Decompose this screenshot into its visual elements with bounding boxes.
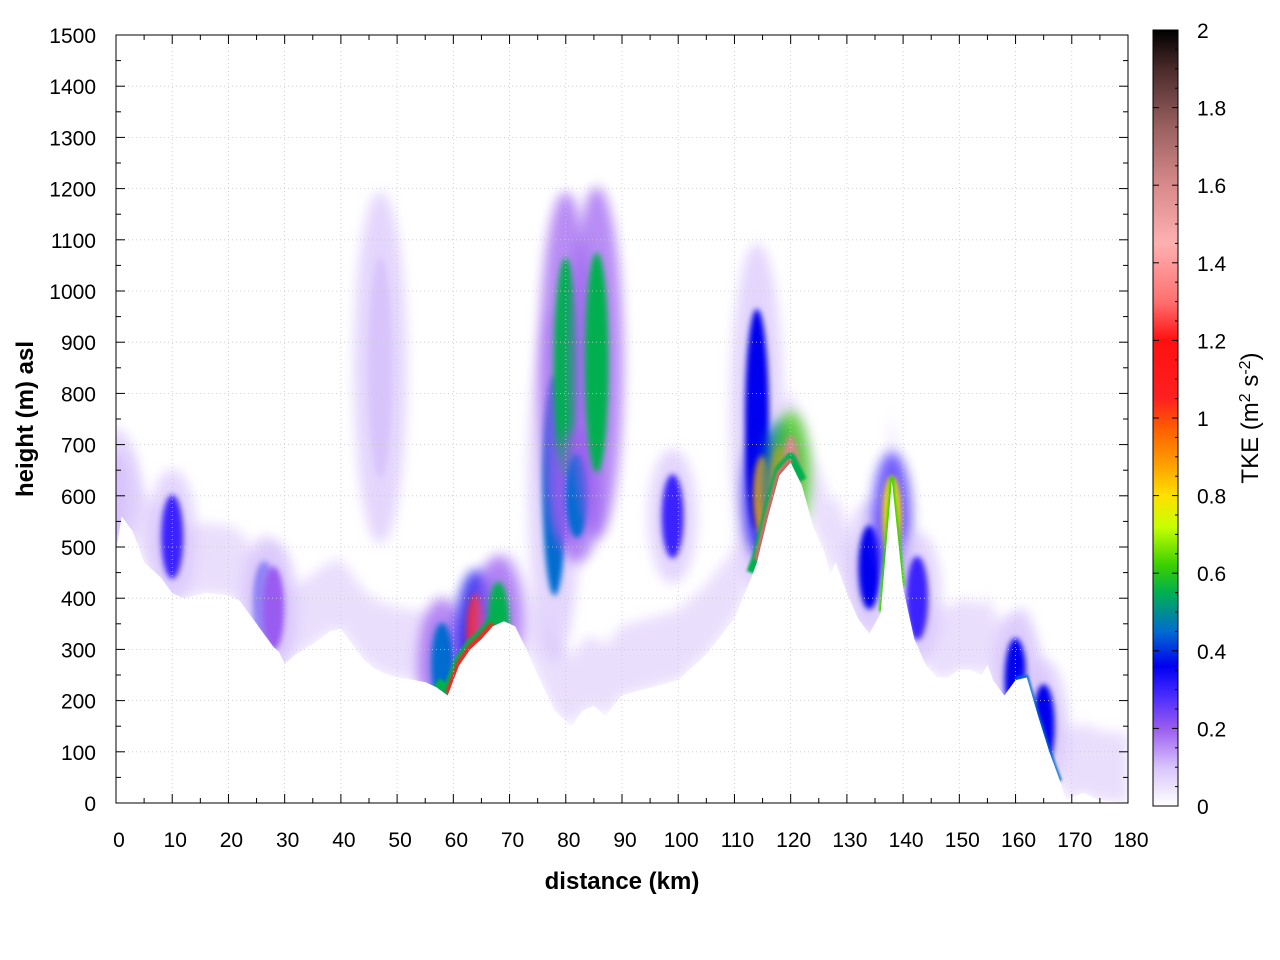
y-tick-label: 800 <box>61 383 96 406</box>
y-tick-label: 500 <box>61 537 96 560</box>
colorbar-ticks: 0 0.2 0.4 0.6 0.8 1 1.2 1.4 1.6 1.8 2 <box>1153 20 1227 819</box>
x-tick-label: 10 <box>164 829 187 852</box>
x-tick-label: 90 <box>613 829 636 852</box>
x-tick-label: 50 <box>388 829 411 852</box>
x-tick-label: 120 <box>776 829 811 852</box>
x-axis-title: distance (km) <box>545 868 700 895</box>
colorbar-tick-label: 0.2 <box>1197 718 1226 741</box>
tke-streak-60km-core <box>445 622 495 694</box>
x-tick-label: 20 <box>220 829 243 852</box>
colorbar-tick-label: 0.4 <box>1197 641 1227 664</box>
tke-feature <box>368 257 393 478</box>
y-tick-label: 200 <box>61 691 96 714</box>
y-tick-label: 1100 <box>51 230 96 253</box>
x-tick-label: 130 <box>832 829 867 852</box>
x-tick-label: 70 <box>501 829 524 852</box>
tke-streak-165km <box>1015 674 1062 782</box>
y-tick-label: 1300 <box>49 127 96 150</box>
x-axis: 0 10 20 30 40 50 60 70 80 90 100 110 120 130 140 150 160… <box>113 35 1149 852</box>
tke-feature <box>584 252 609 473</box>
colorbar: 0 0.2 0.4 0.6 0.8 1 1.2 1.4 1.6 1.8 2 TKE (m2 s-2) <box>1152 20 1265 819</box>
tke-field <box>116 186 1128 803</box>
y-axis-title: height (m) asl <box>12 341 39 497</box>
x-tick-label: 110 <box>721 829 754 852</box>
colorbar-tick-label: 1.8 <box>1197 98 1226 121</box>
y-tick-label: 1000 <box>49 281 96 304</box>
colorbar-tick-label: 1 <box>1197 408 1209 431</box>
x-tick-label: 0 <box>113 829 125 852</box>
x-tick-label: 170 <box>1057 829 1092 852</box>
terrain-mask <box>116 462 1128 803</box>
colorbar-tick-label: 1.2 <box>1197 330 1226 353</box>
x-tick-label: 140 <box>889 829 924 852</box>
tke-streak-118km-peak <box>755 460 792 562</box>
colorbar-tick-label: 2 <box>1197 20 1209 43</box>
tke-streak-138km <box>878 476 906 612</box>
x-tick-label: 60 <box>445 829 468 852</box>
colorbar-title: TKE (m2 s-2) <box>1237 352 1265 483</box>
tke-feature <box>661 474 684 559</box>
tke-feature <box>262 566 285 651</box>
x-tick-label: 40 <box>332 829 355 852</box>
y-axis: 0 100 200 300 400 500 600 700 800 900 1000 1100 1200… <box>49 25 1128 816</box>
colorbar-tick-label: 1.6 <box>1197 175 1226 198</box>
y-tick-label: 1500 <box>49 25 96 48</box>
x-tick-label: 150 <box>945 829 980 852</box>
x-tick-label: 160 <box>1001 829 1036 852</box>
y-tick-label: 900 <box>61 332 96 355</box>
y-tick-label: 1400 <box>49 76 96 99</box>
x-tick-label: 30 <box>276 829 299 852</box>
y-tick-label: 100 <box>61 742 96 765</box>
colorbar-tick-label: 0.6 <box>1197 563 1226 586</box>
tke-feature <box>161 494 184 579</box>
y-tick-label: 1200 <box>49 179 96 202</box>
x-tick-label: 180 <box>1113 829 1148 852</box>
x-tick-label: 80 <box>557 829 580 852</box>
y-tick-label: 600 <box>61 486 96 509</box>
tke-feature <box>906 556 929 641</box>
colorbar-tick-label: 0 <box>1197 796 1209 819</box>
colorbar-tick-label: 1.4 <box>1197 253 1227 276</box>
y-tick-label: 300 <box>61 639 96 662</box>
colorbar-tick-label: 0.8 <box>1197 486 1226 509</box>
y-tick-label: 400 <box>61 588 96 611</box>
x-tick-label: 100 <box>664 829 699 852</box>
grid <box>116 35 1128 803</box>
y-tick-label: 700 <box>61 435 96 458</box>
y-tick-label: 0 <box>84 793 96 816</box>
